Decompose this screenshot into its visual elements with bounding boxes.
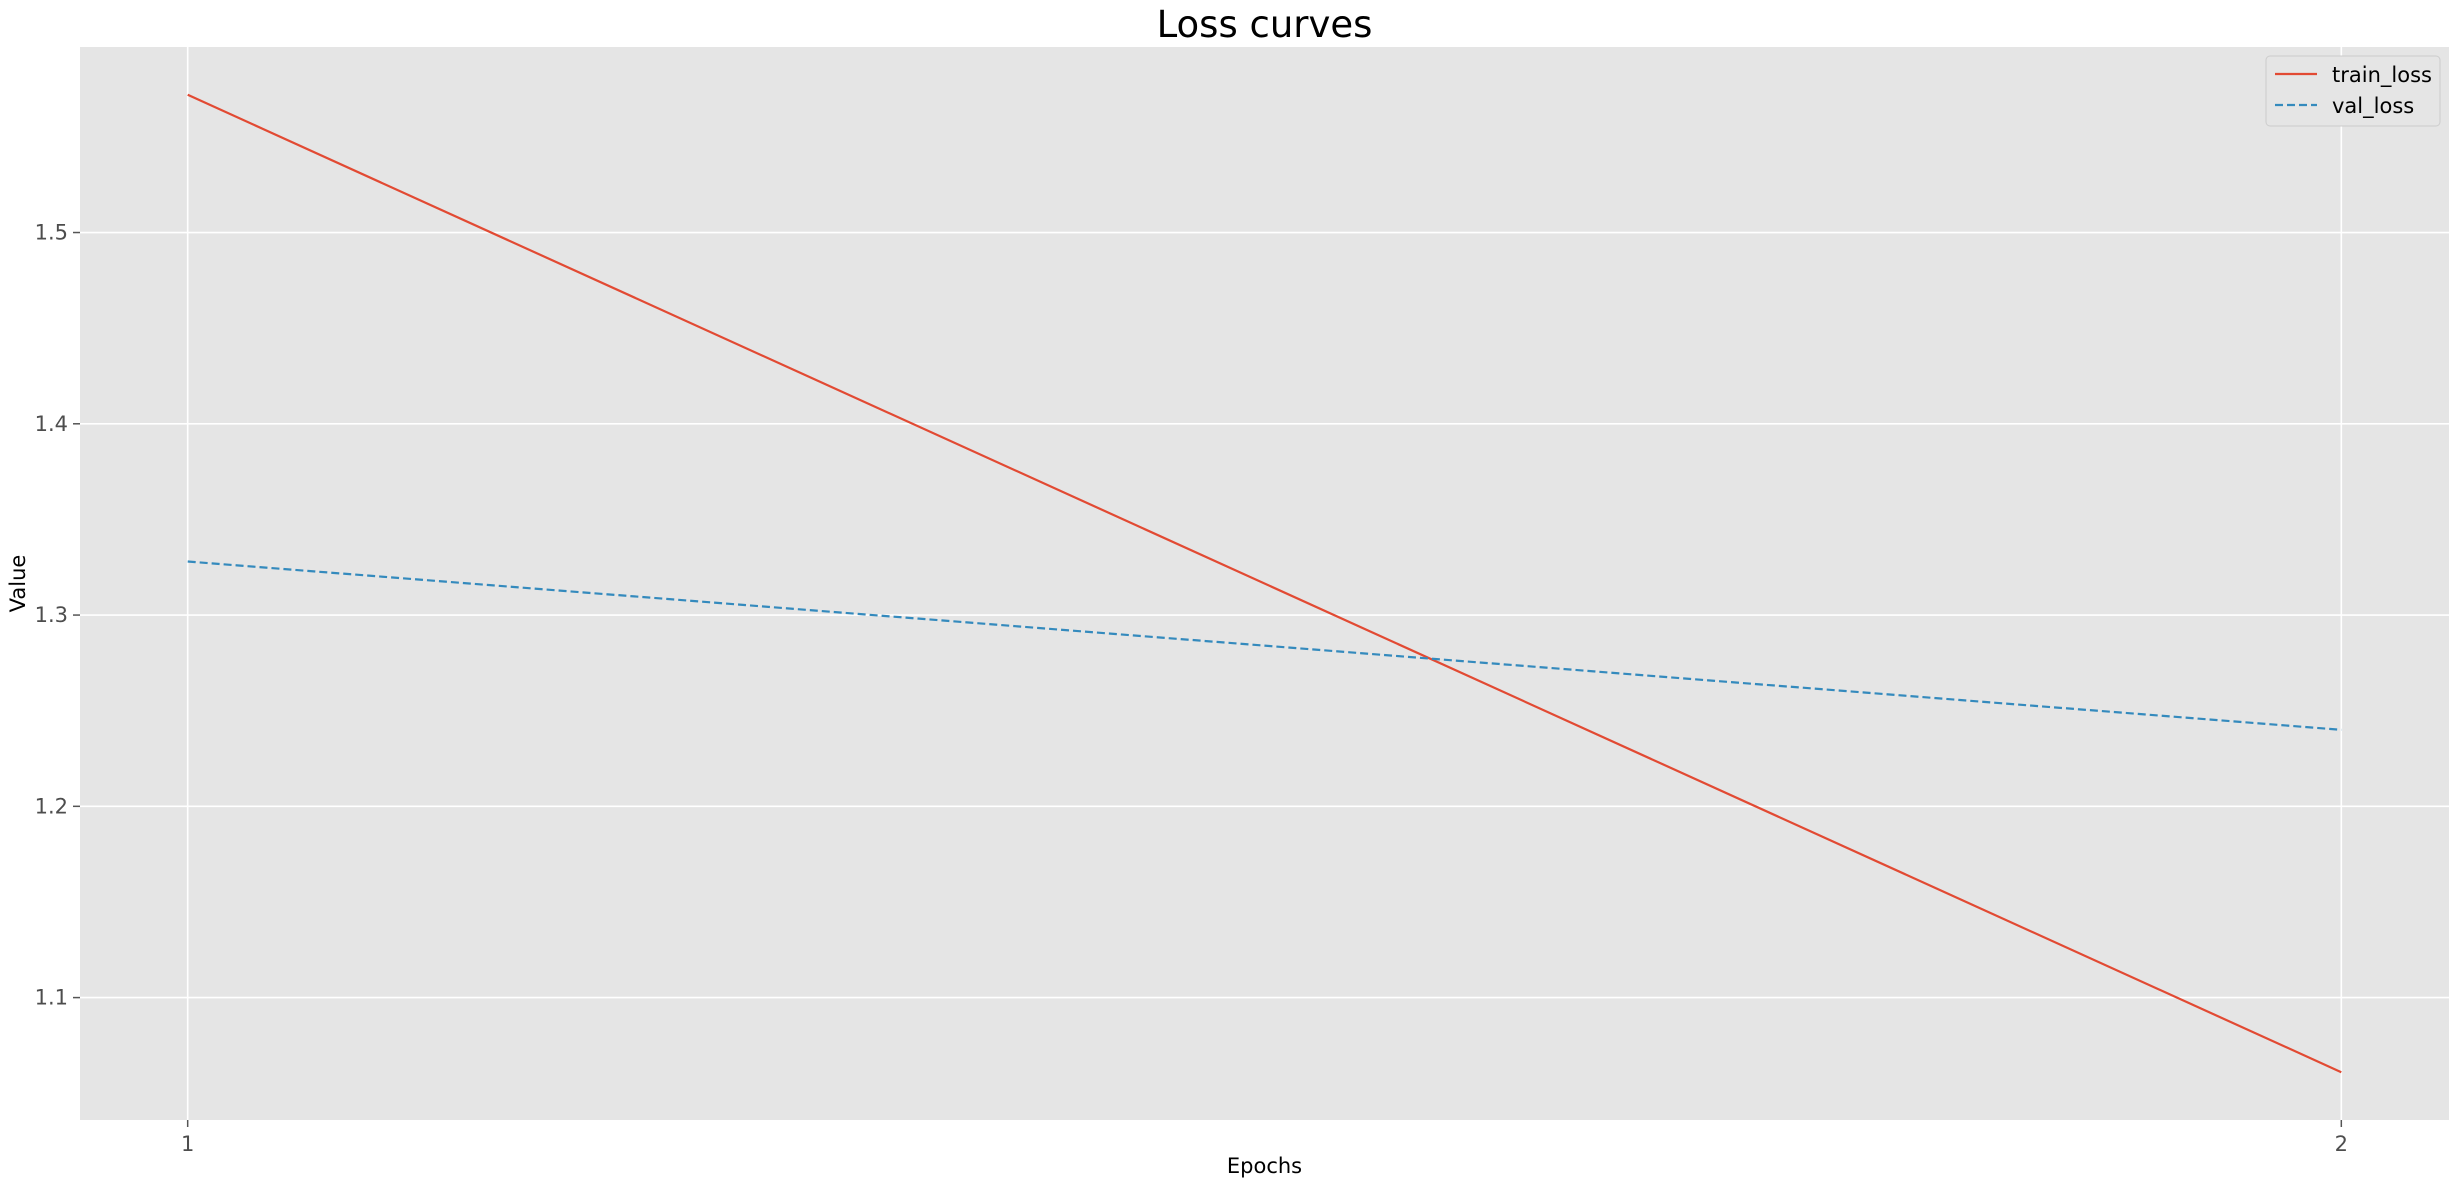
x-tick-label-1: 2 <box>2335 1132 2348 1156</box>
y-tick-label-0: 1.1 <box>35 986 68 1010</box>
y-tick-label-1: 1.2 <box>35 794 68 818</box>
x-tick-label-0: 1 <box>181 1132 194 1156</box>
y-axis-label: Value <box>6 555 30 613</box>
chart-title: Loss curves <box>1157 3 1373 46</box>
y-tick-label-4: 1.5 <box>35 221 68 245</box>
axis-ticks: 1.1 1.2 1.3 1.4 1.5 1 2 <box>35 221 2348 1156</box>
legend: train_loss val_loss <box>2265 55 2441 127</box>
series-line-train_loss <box>187 93 2342 1074</box>
legend-label-train_loss: train_loss <box>2332 63 2432 88</box>
legend-label-val_loss: val_loss <box>2332 94 2414 119</box>
series-line-val_loss <box>187 560 2342 731</box>
y-tick-label-3: 1.4 <box>35 412 68 436</box>
series-lines <box>187 93 2342 1074</box>
x-axis-label: Epochs <box>1227 1154 1302 1178</box>
y-tick-label-2: 1.3 <box>35 603 68 627</box>
grid-lines <box>80 47 2449 1120</box>
